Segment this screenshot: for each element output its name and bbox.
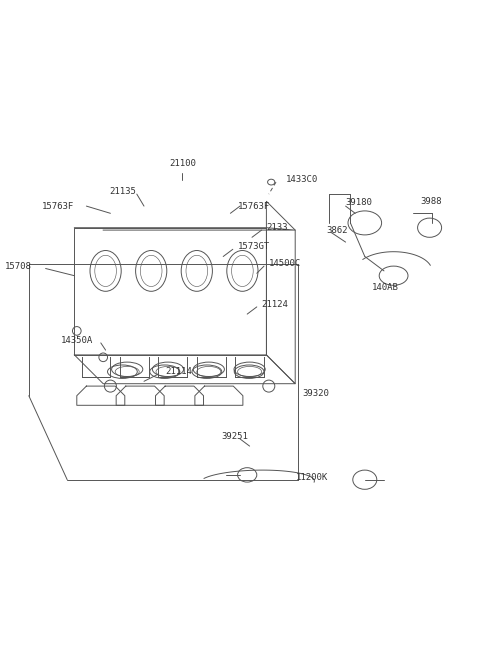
Text: 1433C0: 1433C0	[286, 175, 318, 184]
Text: 11200K: 11200K	[296, 473, 328, 482]
Text: 3988: 3988	[420, 197, 442, 206]
Text: 2133: 2133	[266, 223, 288, 232]
Text: 14350A: 14350A	[60, 336, 93, 345]
Text: 39320: 39320	[302, 389, 329, 397]
Text: 39251: 39251	[222, 432, 249, 441]
Text: 1573GT: 1573GT	[238, 242, 270, 252]
Text: 39180: 39180	[346, 198, 372, 207]
Text: 21124: 21124	[262, 300, 288, 309]
Text: 21100: 21100	[169, 159, 196, 168]
Text: 15763F: 15763F	[238, 202, 271, 211]
Text: 15708: 15708	[5, 261, 32, 271]
Text: 15763F: 15763F	[41, 202, 74, 211]
Text: 21114: 21114	[166, 367, 192, 376]
Text: 3862: 3862	[326, 225, 348, 235]
Text: 14500C: 14500C	[269, 260, 301, 268]
Text: 21135: 21135	[109, 187, 136, 196]
Text: 140AB: 140AB	[372, 283, 399, 292]
